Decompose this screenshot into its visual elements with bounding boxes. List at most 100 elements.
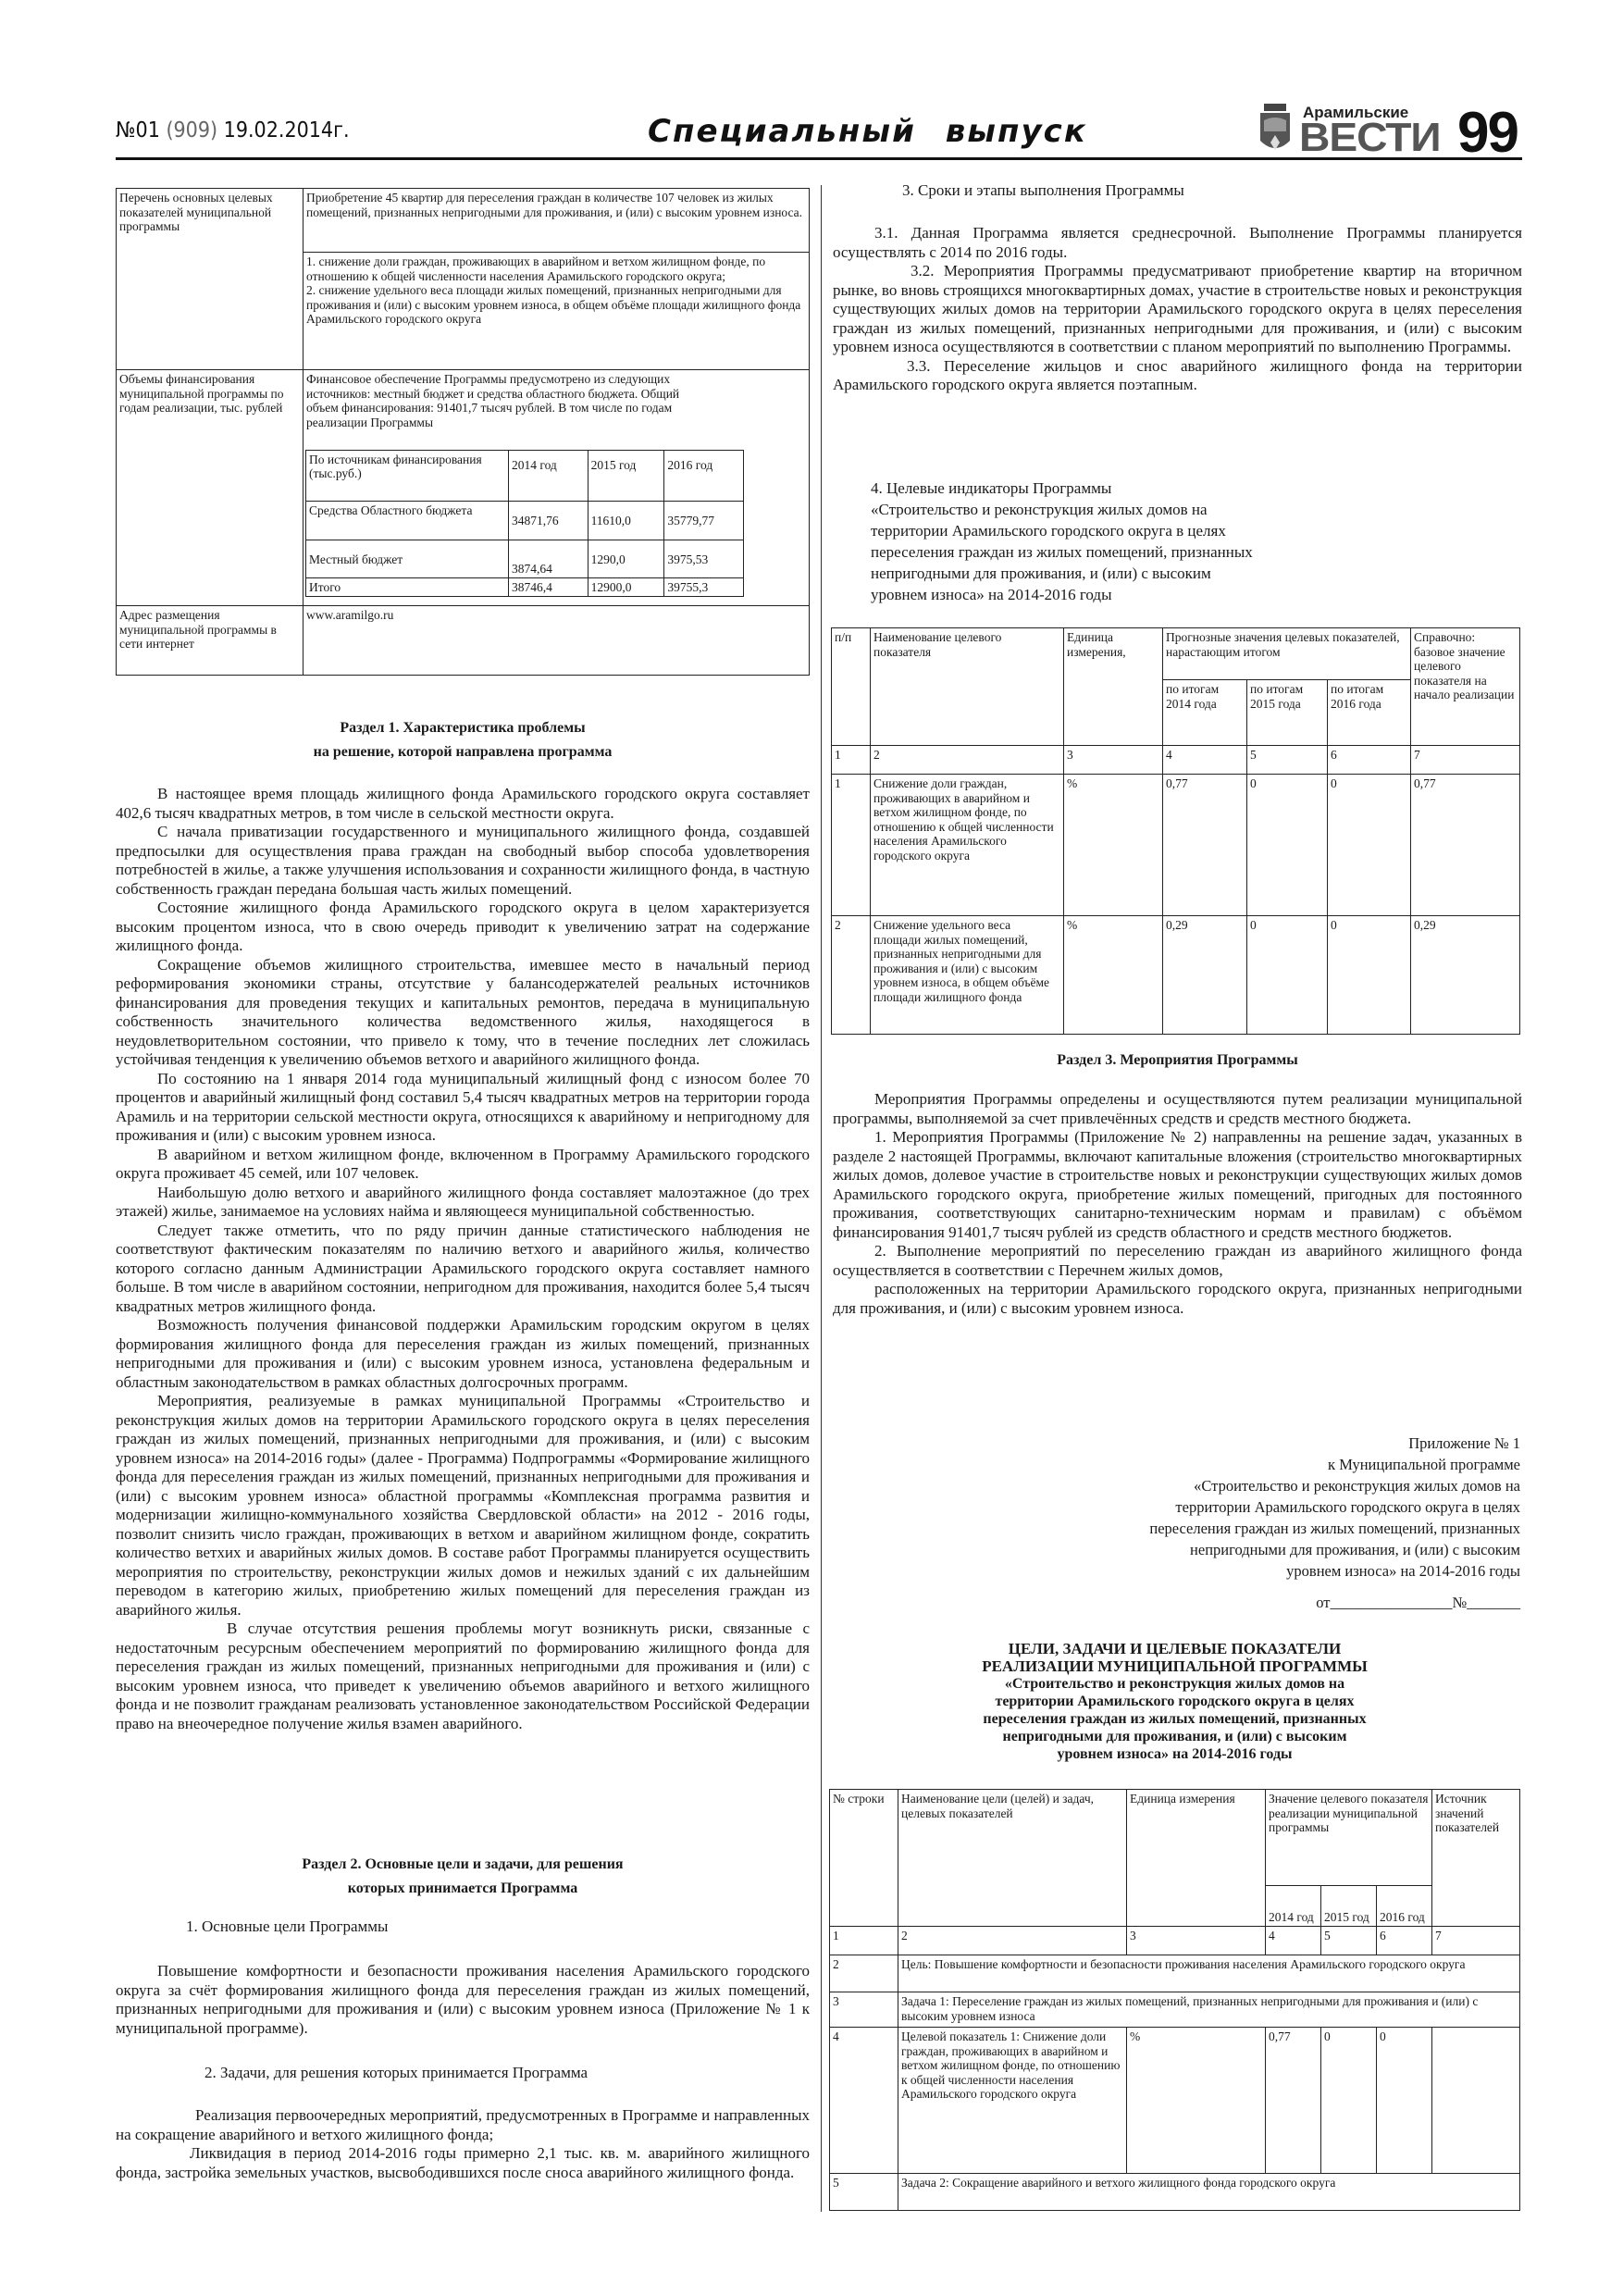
section2-heading: Раздел 2. Основные цели и задачи, для ре… [116,1853,810,1901]
cell: 0 [1246,774,1328,916]
appendix-line: непригодными для проживания, и (или) с в… [1190,1541,1520,1558]
goal-cell: Цель: Повышение комфортности и безопасно… [898,1955,1520,1992]
header-cell: Единица измерения [1126,1789,1266,1927]
coat-of-arms-icon [1260,104,1290,150]
header-cell: Прогнозные значения целевых показателей,… [1162,627,1411,680]
issue-date: 19.02.2014г. [223,118,350,143]
cell: 1290,0 [587,540,665,578]
header-cell: по итогам 2014 года [1162,679,1247,746]
cell: 3 [829,1992,898,2028]
row-label: Перечень основных целевых показателей му… [116,188,304,370]
appendix-line: Приложение № 1 [1408,1434,1520,1452]
cell: Итого [305,577,509,597]
tasks-body: Реализация первоочередных мероприятий, п… [116,2106,810,2182]
title-line: «Строительство и реконструкция жилых дом… [1004,1676,1345,1692]
cell: 0 [1246,915,1328,1035]
table-row: 4 Целевой показатель 1: Снижение доли гра… [829,2027,1520,2174]
task-paragraph: Реализация первоочередных мероприятий, п… [116,2106,810,2143]
edition-title: Специальный выпуск [648,113,1087,150]
cell: 3874,64 [508,540,588,578]
logo-big-text: ВЕСТИ [1299,115,1442,160]
cell: 34871,76 [508,501,588,540]
table-row: Итого 38746,4 12900,0 39755,3 [305,577,744,597]
header-cell: 2016 год [663,450,744,502]
column-number-cell: 6 [1376,1926,1432,1955]
section3-paragraph: 2. Выполнение мероприятий по переселению… [833,1242,1522,1279]
section1-paragraph: По состоянию на 1 января 2014 года муниц… [116,1069,810,1145]
task-paragraph: Ликвидация в период 2014-2016 годы приме… [116,2144,810,2181]
section1-body: В настоящее время площадь жилищного фонд… [116,785,810,1733]
table-row: 1. снижение доли граждан, проживающих в … [117,252,810,370]
table-row: Средства Областного бюджета 34871,76 116… [305,501,744,540]
appendix-line: территории Арамильского городского округ… [1175,1498,1520,1516]
table-row: 1 Снижение доли граждан, проживающих в ав… [831,774,1520,916]
table-row: Объемы финансирования муниципальной прог… [116,369,810,606]
cell: Снижение доли граждан, проживающих в ава… [870,774,1064,916]
financing-text: Финансовое обеспечение Программы предусм… [306,372,680,429]
heading-line: которых принимается Программа [347,1880,578,1896]
heading-line: на решение, которой направлена программа [313,744,613,760]
table-row: п/п Наименование целевого показателя Еди… [831,627,1520,746]
goals-tasks-table: № строки Наименование цели (целей) и зад… [829,1789,1520,2211]
title-line: переселения граждан из жилых помещений, … [871,543,1253,561]
issue-info: №01 (909) 19.02.2014г. [116,118,350,143]
row-value: 1. снижение доли граждан, проживающих в … [303,252,810,370]
title-line: уровнем износа» на 2014-2016 годы [871,586,1112,603]
row-value: Приобретение 45 квартир для переселения … [303,188,810,253]
header-cell: № строки [829,1789,898,1927]
section1-paragraph: Возможность получения финансовой поддерж… [116,1316,810,1391]
cell: 0 [1320,2027,1377,2174]
section1-paragraph: С начала приватизации государственного и… [116,823,810,898]
cell: 0 [1327,915,1411,1035]
title-line: непригодными для проживания, и (или) с в… [1002,1729,1347,1744]
title-line: переселения граждан из жилых помещений, … [983,1711,1367,1727]
section3-body: Мероприятия Программы определены и осуще… [833,1090,1522,1318]
logo-small-text: Арамильские [1303,104,1409,121]
title-line: непригодными для проживания, и (или) с в… [871,565,1211,582]
section1-paragraph: В случае отсутствия решения проблемы мог… [116,1620,810,1732]
header-cell: По источникам финансирования (тыс.руб.) [305,450,509,502]
cell: Средства Областного бюджета [305,501,509,540]
column-number-cell: 5 [1246,745,1328,775]
terms-paragraph: 3.2. Мероприятия Программы предусматрива… [833,262,1522,355]
task-cell: Задача 2: Сокращение аварийного и ветхог… [898,2173,1520,2211]
table-row: Местный бюджет 3874,64 1290,0 3975,53 [305,540,744,578]
column-number-cell: 3 [1063,745,1163,775]
table-row: Перечень основных целевых показателей му… [116,188,810,370]
header-cell: Значение целевого показателя реализации … [1265,1789,1432,1886]
header-cell: 2014 год [508,450,588,502]
column-number-cell: 4 [1265,1926,1321,1955]
cell: 4 [829,2027,898,2174]
column-number-cell: 2 [870,745,1064,775]
cell: 39755,3 [663,577,744,597]
terms-body: 3.1. Данная Программа является среднесро… [833,224,1522,395]
cell: % [1126,2027,1266,2174]
cell: 38746,4 [508,577,588,597]
header-cell: 2014 год [1265,1885,1321,1927]
terms-paragraph: 3.3. Переселение жильцов и снос аварийно… [833,356,1522,394]
cell: Местный бюджет [305,540,509,578]
cell: 3975,53 [663,540,744,578]
cell: 35779,77 [663,501,744,540]
appendix-header: Приложение № 1 к Муниципальной программе «… [1149,1433,1520,1582]
column-number-cell: 4 [1162,745,1247,775]
section3-heading: Раздел 3. Мероприятия Программы [1057,1052,1298,1068]
title-caps-line: ЦЕЛИ, ЗАДАЧИ И ЦЕЛЕВЫЕ ПОКАЗАТЕЛИ [1008,1640,1342,1657]
table-row: 2014 год 2015 год 2016 год [830,1885,1520,1927]
cell: % [1063,774,1163,916]
table-row: 2 Цель: Повышение комфортности и безопас… [829,1955,1520,1992]
tasks-title: 2. Задачи, для решения которых принимает… [204,2064,588,2081]
section1-paragraph: Сокращение объемов жилищного строительст… [116,955,810,1069]
cell: 0,29 [1162,915,1247,1035]
column-number-cell: 2 [898,1926,1127,1955]
terms-paragraph: 3.1. Данная Программа является среднесро… [833,224,1522,261]
title-line: уровнем износа» на 2014-2016 годы [1057,1746,1293,1762]
section3-paragraph: расположенных на территории Арамильского… [833,1280,1522,1317]
header-cell: Наименование цели (целей) и задач, целев… [898,1789,1127,1927]
financing-table: По источникам финансирования (тыс.руб.) … [305,450,744,597]
section1-paragraph: Мероприятия, реализуемые в рамках муници… [116,1392,810,1619]
page-number: 99 [1457,101,1519,165]
program-passport-table: Перечень основных целевых показателей му… [116,188,810,676]
table-row: 2 Снижение удельного веса площади жилых п… [831,915,1520,1035]
